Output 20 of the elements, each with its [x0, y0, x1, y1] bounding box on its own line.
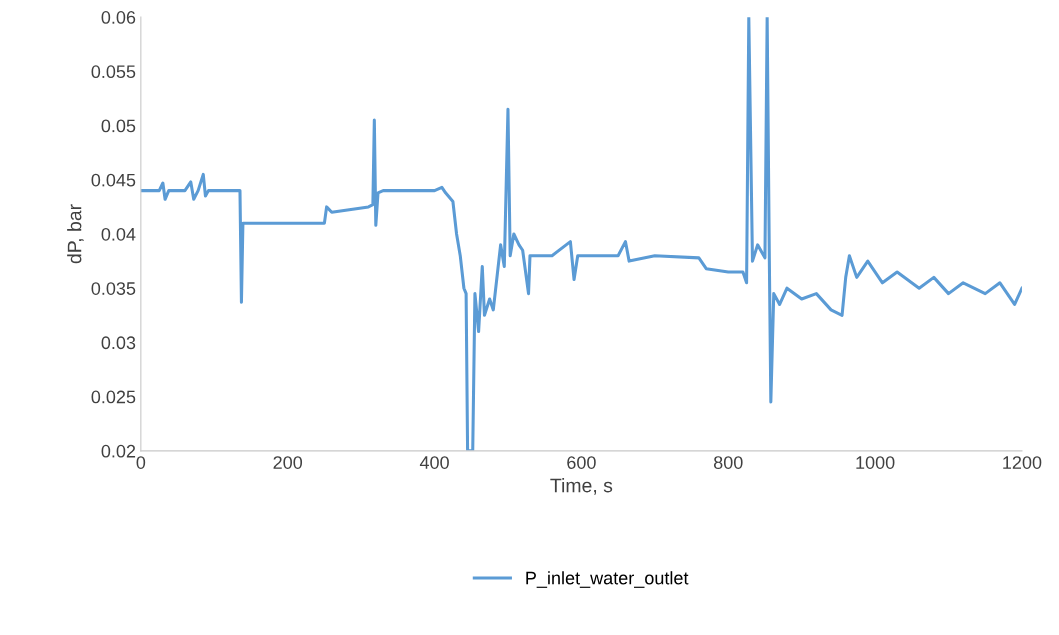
y-tick-label: 0.04 — [101, 227, 136, 241]
x-axis-title: Time, s — [550, 478, 613, 495]
y-tick-label: 0.02 — [101, 444, 136, 458]
y-tick-label: 0.035 — [91, 282, 136, 295]
x-tick-label: 400 — [419, 456, 449, 469]
line-series — [140, 17, 1022, 451]
x-tick-label: 200 — [273, 456, 303, 469]
y-axis-title: dP, bar — [67, 204, 84, 264]
y-tick-label: 0.05 — [101, 119, 136, 133]
x-tick-label: 1200 — [1003, 456, 1042, 469]
y-tick-label: 0.055 — [91, 65, 136, 79]
legend-label: P_inlet_water_outlet — [526, 571, 689, 588]
y-tick-label: 0.03 — [101, 336, 136, 350]
y-tick-label: 0.06 — [101, 11, 136, 24]
x-tick-label: 600 — [567, 456, 596, 469]
x-tick-label: 0 — [136, 456, 146, 469]
y-tick-label: 0.025 — [91, 390, 136, 404]
x-tick-label: 1000 — [856, 456, 895, 469]
x-tick-label: 800 — [713, 456, 743, 469]
y-tick-label: 0.045 — [91, 173, 136, 187]
